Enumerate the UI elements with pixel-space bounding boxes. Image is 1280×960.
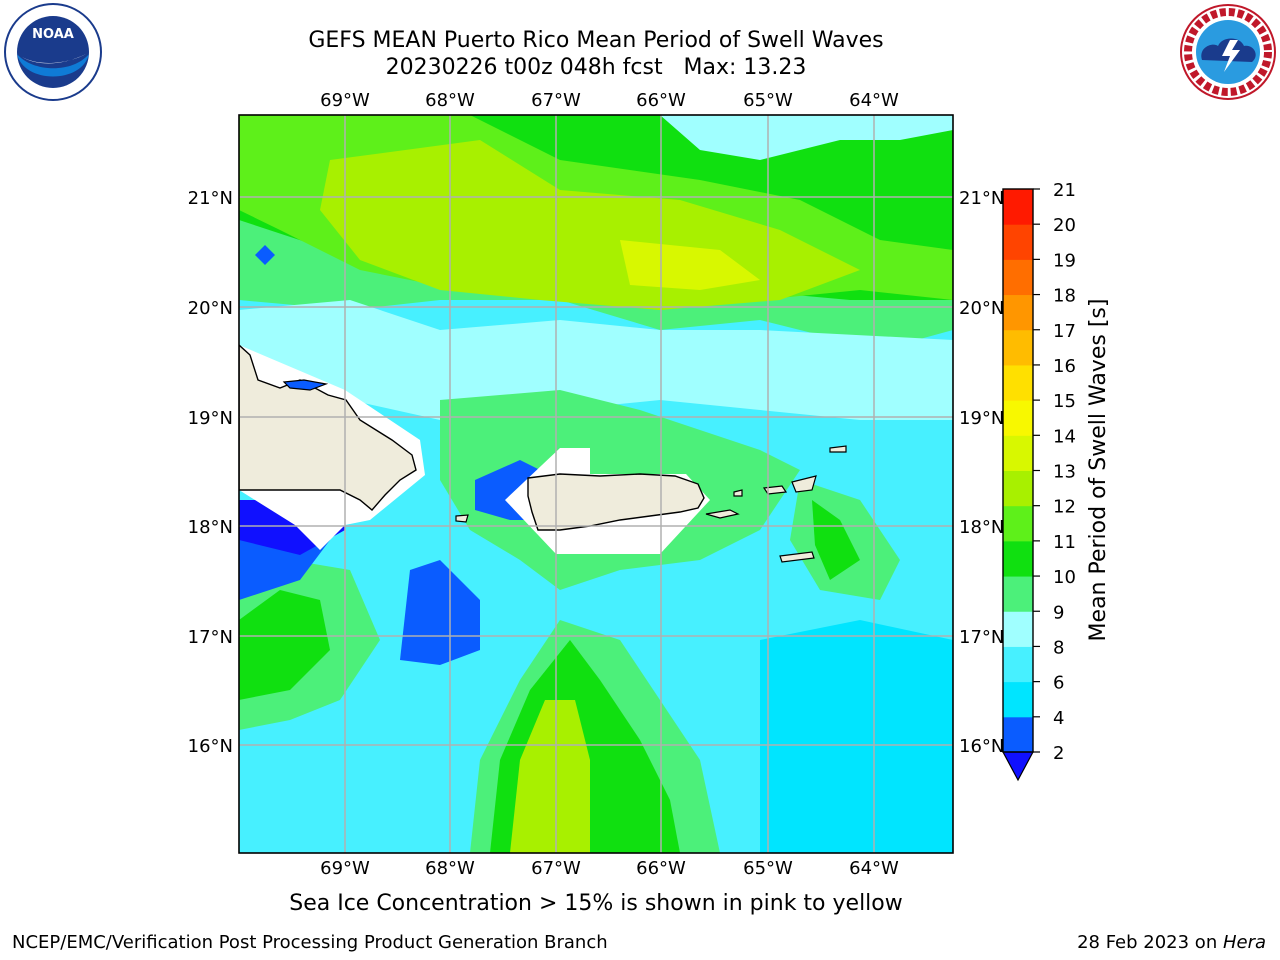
colorbar-tick-label: 17 — [1053, 321, 1076, 342]
colorbar-segment — [1003, 189, 1033, 225]
field-green-east-10 — [812, 500, 860, 580]
colorbar-segment — [1003, 611, 1033, 647]
colorbar-tick-label: 12 — [1053, 497, 1076, 518]
colorbar-tick-label: 14 — [1053, 426, 1076, 447]
svg-text:NOAA: NOAA — [32, 27, 74, 42]
lat-label-left: 19°N — [188, 408, 233, 429]
lat-label-right: 19°N — [959, 408, 1004, 429]
footer-producer: NCEP/EMC/Verification Post Processing Pr… — [12, 932, 608, 953]
colorbar-under-arrow — [1001, 751, 1035, 782]
lon-label-bottom: 64°W — [849, 858, 899, 879]
land-anegada — [829, 445, 847, 453]
lon-label-top: 68°W — [425, 90, 475, 111]
noaa-logo: NOAA — [4, 3, 102, 101]
colorbar-segment — [1003, 329, 1033, 366]
lon-label-top: 64°W — [849, 90, 899, 111]
colorbar-segment — [1003, 646, 1033, 683]
lon-labels: 69°W 68°W 67°W 66°W 65°W 64°W 69°W 68°W … — [320, 90, 899, 879]
lat-label-right: 20°N — [959, 298, 1004, 319]
nws-logo — [1180, 4, 1276, 100]
lat-label-left: 18°N — [188, 517, 233, 538]
chart-title-line-1: GEFS MEAN Puerto Rico Mean Period of Swe… — [308, 28, 884, 53]
lon-label-bottom: 67°W — [531, 858, 581, 879]
map-area — [239, 115, 953, 853]
land-puerto-rico — [527, 473, 705, 531]
footer-machine: Hera — [1222, 932, 1266, 953]
footer-date: 28 Feb 2023 on Hera — [1077, 932, 1266, 953]
graticule — [239, 115, 953, 853]
lat-label-right: 17°N — [959, 627, 1004, 648]
colorbar-segment — [1003, 259, 1033, 296]
colorbar-tick-label: 10 — [1053, 567, 1076, 588]
colorbar-segment — [1003, 294, 1033, 331]
colorbar-segment — [1003, 400, 1033, 436]
colorbar-segment — [1003, 435, 1033, 471]
colorbar-tick-label: 6 — [1053, 673, 1064, 694]
colorbar-segment — [1003, 364, 1033, 401]
field-green-south-12 — [510, 700, 590, 853]
land-virgin-islands-3 — [791, 475, 817, 493]
colorbar: 2 4 6 8 9 10 11 12 13 14 15 16 17 18 19 20 21 — [1001, 180, 1076, 782]
colorbar-segment — [1003, 470, 1033, 507]
colorbar-segment — [1003, 576, 1033, 612]
lat-label-right: 16°N — [959, 736, 1004, 757]
colorbar-label: Mean Period of Swell Waves [s] — [1086, 299, 1111, 642]
land-st-croix — [779, 551, 815, 563]
colorbar-tick-label: 2 — [1053, 743, 1064, 764]
colorbar-segment — [1003, 681, 1033, 718]
lon-label-bottom: 69°W — [320, 858, 370, 879]
lon-label-top: 67°W — [531, 90, 581, 111]
lat-label-left: 21°N — [188, 188, 233, 209]
field-green-southwest-10 — [239, 590, 330, 700]
colorbar-segment — [1003, 224, 1033, 260]
lon-label-bottom: 68°W — [425, 858, 475, 879]
field-band-mid-8-9 — [239, 300, 953, 420]
lon-label-bottom: 65°W — [743, 858, 793, 879]
footer-date-text: 28 Feb 2023 on — [1077, 932, 1223, 953]
colorbar-tick-label: 8 — [1053, 637, 1064, 658]
field-blue-patch-central — [400, 560, 480, 665]
colorbar-tick-label: 21 — [1053, 180, 1076, 201]
colorbar-segment — [1003, 505, 1033, 542]
colorbar-tick-label: 9 — [1053, 602, 1064, 623]
land-hispaniola — [239, 344, 417, 511]
colorbar-tick-label: 13 — [1053, 462, 1076, 483]
colorbar-tick-label: 19 — [1053, 250, 1076, 271]
colorbar-tick-label: 15 — [1053, 391, 1076, 412]
colorbar-tick-label: 4 — [1053, 708, 1064, 729]
land-virgin-islands-1 — [705, 509, 740, 519]
colorbar-segment — [1003, 540, 1033, 577]
colorbar-tick-label: 11 — [1053, 532, 1076, 553]
colorbar-tick-label: 18 — [1053, 286, 1076, 307]
field-cyan-patch-east — [760, 620, 953, 853]
lon-label-top: 69°W — [320, 90, 370, 111]
lon-label-top: 65°W — [743, 90, 793, 111]
lat-label-left: 16°N — [188, 736, 233, 757]
lat-labels: 21°N 20°N 19°N 18°N 17°N 16°N 21°N 20°N … — [188, 188, 1005, 757]
map-frame — [238, 114, 954, 854]
lat-label-right: 21°N — [959, 188, 1004, 209]
field-band-northeast-8-9 — [660, 115, 953, 160]
field-blue-dot-north — [255, 245, 275, 265]
colorbar-tick-label: 16 — [1053, 356, 1076, 377]
lat-label-left: 17°N — [188, 627, 233, 648]
chart-title-line-2: 20230226 t00z 048h fcst Max: 13.23 — [385, 55, 807, 80]
lat-label-left: 20°N — [188, 298, 233, 319]
colorbar-tick-label: 20 — [1053, 215, 1076, 236]
colorbar-segment — [1003, 716, 1033, 753]
sea-ice-note: Sea Ice Concentration > 15% is shown in … — [289, 891, 903, 916]
lon-label-top: 66°W — [636, 90, 686, 111]
land-virgin-islands-2 — [762, 485, 788, 495]
land-islet-1 — [455, 514, 469, 523]
field-band-north-13 — [620, 240, 760, 290]
land-tortuga — [282, 379, 329, 391]
lat-label-right: 18°N — [959, 517, 1004, 538]
land-vieques — [733, 489, 743, 497]
lon-label-bottom: 66°W — [636, 858, 686, 879]
